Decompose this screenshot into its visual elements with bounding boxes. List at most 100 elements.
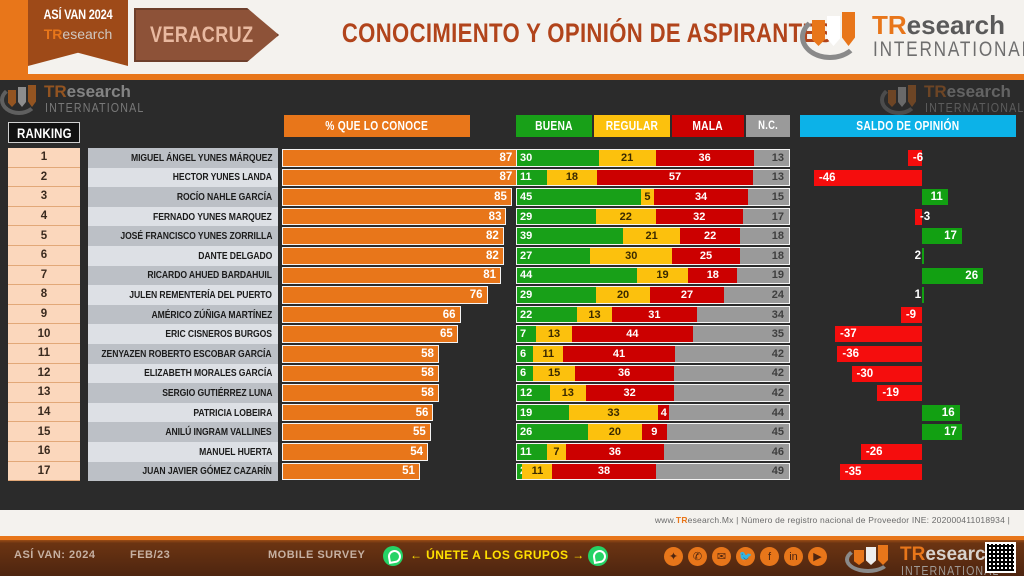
segment-regular: 11 [522, 463, 553, 480]
phone-icon[interactable]: ✆ [688, 547, 707, 566]
rank-value: 4 [40, 210, 48, 223]
conoce-value: 55 [412, 426, 426, 439]
rank-value: 7 [40, 268, 48, 281]
candidate-name: ANILÚ INGRAM VALLINES [165, 426, 272, 439]
segment-buena-value: 7 [520, 328, 527, 341]
segment-regular-value: 20 [616, 288, 630, 301]
saldo-wrap: 2 [800, 248, 1016, 264]
segment-nc: 35 [692, 326, 789, 342]
whatsapp-icon[interactable] [383, 546, 403, 566]
column-header-regular: REGULAR [594, 115, 670, 137]
opinion-stacked-bar: 26 20 9 45 [516, 423, 790, 441]
segment-mala-value: 44 [626, 328, 639, 341]
segment-mala-value: 32 [623, 386, 636, 399]
segment-mala: 32 [585, 385, 674, 401]
segment-mala: 44 [571, 326, 693, 342]
opinion-stacked-bar: 7 13 44 35 [516, 325, 790, 343]
conoce-track: 81 [282, 266, 520, 285]
segment-regular: 30 [590, 248, 673, 264]
rank-cell: 4 [8, 206, 80, 227]
state-tag: VERACRUZ [134, 8, 279, 62]
conoce-track: 65 [282, 325, 520, 343]
opinion-stacked-bar: 12 13 32 42 [516, 384, 790, 402]
candidate-name: ELIZABETH MORALES GARCÍA [143, 367, 272, 380]
saldo-bar: -6 [907, 150, 923, 166]
whatsapp-icon-2[interactable] [588, 546, 608, 566]
segment-nc-value: 19 [771, 269, 784, 282]
segment-regular-value: 33 [607, 406, 620, 419]
header-orange-accent [0, 0, 28, 74]
facebook-icon[interactable]: f [760, 547, 779, 566]
segment-mala: 41 [563, 346, 675, 362]
segment-mala-value: 25 [699, 249, 713, 262]
conoce-track: 58 [282, 364, 520, 383]
candidate-name-cell: FERNADO YUNES MARQUEZ [88, 206, 278, 227]
candidate-name-cell: HECTOR YUNES LANDA [88, 167, 278, 188]
twitter-icon[interactable]: 🐦 [736, 547, 755, 566]
saldo-wrap: 11 [800, 189, 1016, 206]
segment-buena: 12 [517, 385, 550, 401]
conoce-value: 87 [499, 151, 513, 164]
segment-buena-value: 6 [520, 347, 527, 360]
header-divider [0, 74, 1024, 80]
mail-icon[interactable]: ✉ [712, 547, 731, 566]
watermark-logo-right: TResearch INTERNATIONAL [880, 82, 1024, 118]
segment-regular-value: 5 [644, 190, 651, 203]
segment-mala: 4 [658, 404, 670, 421]
segment-regular: 11 [533, 346, 564, 362]
opinion-stacked-bar: 22 13 31 34 [516, 305, 790, 324]
conoce-track: 87 [282, 149, 520, 167]
footer-asivan: ASÍ VAN: 2024 [14, 549, 96, 561]
youtube-icon[interactable]: ▶ [808, 547, 827, 566]
candidate-name: RICARDO AHUED BARDAHUIL [147, 269, 272, 282]
opinion-stacked-bar: 27 30 25 18 [516, 247, 790, 265]
saldo-value: 17 [944, 230, 957, 243]
candidate-name-cell: JUAN JAVIER GÓMEZ CAZARÍN [88, 461, 278, 482]
segment-mala-value: 36 [698, 151, 711, 164]
logo-wordmark: TResearch [872, 10, 1005, 40]
segment-mala: 9 [642, 424, 667, 440]
segment-nc: 42 [674, 346, 789, 362]
segment-regular-value: 19 [656, 269, 669, 282]
segment-mala: 18 [688, 267, 738, 284]
segment-nc: 49 [655, 463, 789, 480]
rank-value: 6 [40, 249, 48, 262]
opinion-stacked-bar: 19 33 4 44 [516, 403, 790, 422]
segment-buena-value: 11 [520, 171, 532, 184]
conoce-track: 76 [282, 286, 520, 304]
segment-nc: 13 [753, 169, 789, 186]
rank-cell: 17 [8, 461, 80, 482]
saldo-bar: -9 [900, 306, 922, 323]
candidate-name: ROCÍO NAHLE GARCÍA [176, 190, 272, 203]
conoce-value: 56 [415, 406, 429, 419]
candidate-name: JUAN JAVIER GÓMEZ CAZARÍN [142, 465, 272, 478]
conoce-track: 54 [282, 443, 520, 461]
table-row: 11 ZENYAZEN ROBERTO ESCOBAR GARCÍA 58 6 11 41… [0, 344, 1024, 364]
conoce-value: 66 [442, 308, 456, 321]
segment-regular-value: 7 [553, 445, 560, 458]
qr-code[interactable] [985, 542, 1016, 573]
column-header-saldo: SALDO DE OPINIÓN [800, 115, 1016, 137]
table-row: 10 ERIC CISNEROS BURGOS 65 7 13 44 35 -37 [0, 324, 1024, 344]
globe-icon[interactable]: ✦ [664, 547, 683, 566]
conoce-track: 56 [282, 403, 520, 422]
join-groups-label[interactable]: ← ÚNETE A LOS GRUPOS → [410, 548, 585, 562]
saldo-bar: 1 [915, 287, 924, 304]
segment-mala-value: 32 [693, 210, 706, 223]
conoce-value: 87 [499, 171, 513, 184]
linkedin-icon[interactable]: in [784, 547, 803, 566]
saldo-value: 2 [914, 250, 921, 262]
candidate-name-cell: ZENYAZEN ROBERTO ESCOBAR GARCÍA [88, 344, 278, 364]
rank-value: 5 [40, 229, 48, 242]
conoce-track: 58 [282, 345, 520, 363]
logo-subtitle: INTERNATIONAL [873, 38, 1024, 61]
table-row: 2 HECTOR YUNES LANDA 87 11 18 57 13 -46 [0, 167, 1024, 188]
conoce-value: 58 [421, 347, 434, 360]
segment-buena-value: 11 [520, 445, 532, 458]
conoce-value: 58 [421, 367, 434, 380]
footer-tresearch-logo: TResearch INTERNATIONAL [845, 544, 1005, 576]
saldo-bar: -30 [851, 365, 922, 382]
column-header-mala: MALA [672, 115, 744, 137]
segment-nc-value: 17 [771, 210, 784, 223]
segment-regular-value: 20 [608, 426, 622, 439]
